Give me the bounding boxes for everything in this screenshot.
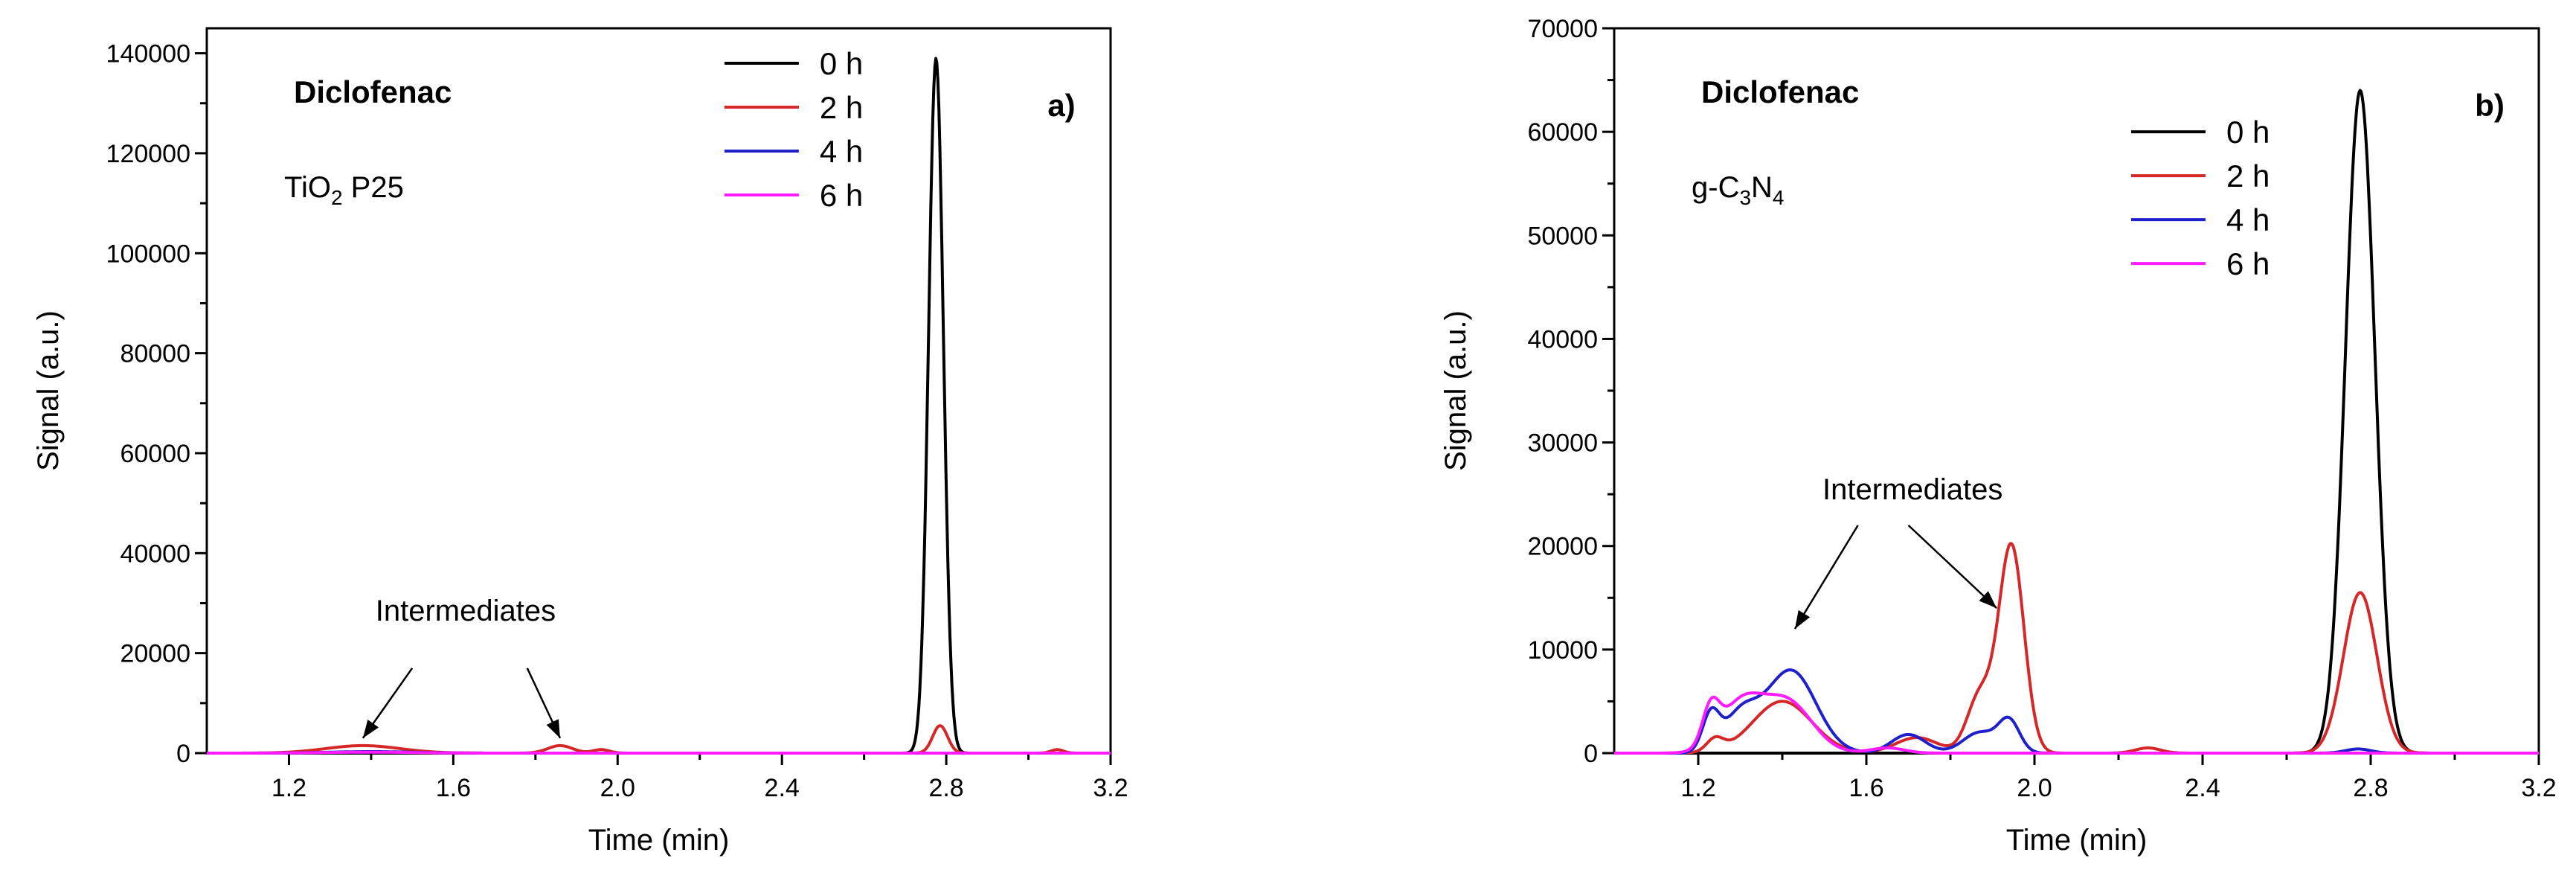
panel-b-catalyst-label: g-C3N4 [1692, 171, 1785, 209]
panel-a-catalyst-main: TiO [284, 171, 331, 204]
panel-a-x-tick-label: 1.6 [436, 774, 471, 802]
panel-a-catalyst-subscript: 2 [331, 186, 343, 209]
panel-a-y-tick-label: 60000 [120, 440, 190, 468]
panel-b-series-line-6h [1613, 691, 2540, 755]
panel-b-y-tick-label: 30000 [1527, 429, 1598, 458]
panel-a-y-tick-label: 120000 [106, 140, 190, 168]
panel-b-arrow-head [1979, 591, 1997, 609]
panel-a-y-tick-label: 0 [176, 740, 190, 768]
panel-a-catalyst-rest: P25 [343, 171, 404, 204]
panel-a-x-tick-label: 2.8 [928, 774, 963, 802]
panel-b-annotation-intermediates: Intermediates [1822, 473, 2002, 506]
panel-a-x-tick-label: 3.2 [1093, 774, 1128, 802]
panel-b-y-tick-label: 60000 [1527, 118, 1598, 147]
panel-a-y-tick-label: 100000 [106, 240, 190, 268]
panel-b-x-tick-label: 2.8 [2353, 774, 2388, 802]
panel-b-y-tick-label: 40000 [1527, 325, 1598, 353]
panel-b-arrow-shaft [1793, 525, 1859, 630]
panel-a-y-axis-title: Signal (a.u.) [32, 310, 65, 471]
panel-a-x-tick-label: 2.4 [765, 774, 800, 802]
panel-a-panel-label: a) [1047, 88, 1075, 123]
panel-a-series-line-2h [206, 724, 1111, 755]
panel-b-legend-label: 4 h [2226, 202, 2270, 237]
panel-a-compound-label: Diclofenac [294, 74, 452, 109]
panel-a-x-tick-label: 2.0 [600, 774, 635, 802]
panel-b-y-tick-label: 20000 [1527, 533, 1598, 561]
panel-b-catalyst-main: g-C [1692, 171, 1739, 204]
panel-b-plot-frame [1613, 27, 2540, 755]
panel-b-y-axis-title: Signal (a.u.) [1439, 310, 1472, 471]
panel-a-annotation-intermediates: Intermediates [376, 595, 556, 627]
panel-a-plot-frame [205, 27, 1112, 755]
panel-b-legend-label: 0 h [2226, 115, 2270, 150]
panel-b-y-tick-label: 10000 [1527, 636, 1598, 665]
panel-a-y-tick-label: 40000 [120, 540, 190, 568]
panel-b-catalyst-subscript: 3 [1739, 186, 1751, 209]
panel-a-series-line-0h [206, 57, 1111, 755]
panel-a-y-tick-label: 80000 [120, 340, 190, 368]
panel-b-x-tick-label: 1.6 [1849, 774, 1883, 802]
panel-b-x-tick-label: 2.0 [2017, 774, 2052, 802]
panel-b-y-tick-label: 50000 [1527, 222, 1598, 250]
panel-a-legend-label: 0 h [820, 46, 863, 81]
panel-a-catalyst-label: TiO2 P25 [284, 171, 404, 209]
panel-b-catalyst-rest: N [1751, 171, 1773, 204]
panel-b-x-axis-title: Time (min) [2006, 824, 2148, 857]
panel-b-arrow-shaft [1907, 524, 1998, 609]
chart-panel-b: 1.2 1.6 2.0 2.4 2.8 3.2 0 10000 20000 30000 40000 5… [1439, 15, 2557, 857]
panel-a-series-line-6h [206, 750, 1111, 755]
panel-b-legend-label: 2 h [2226, 159, 2270, 193]
panel-a-x-axis-title: Time (min) [588, 824, 730, 857]
panel-b-legend-label: 6 h [2226, 246, 2270, 281]
panel-a-arrow-head [362, 720, 379, 738]
panel-a-arrow-head [546, 719, 560, 738]
panel-b-x-tick-label: 1.2 [1680, 774, 1715, 802]
panel-b-panel-label: b) [2475, 88, 2505, 123]
panel-a-y-tick-label: 140000 [106, 40, 190, 68]
panel-b-y-tick-label: 0 [1584, 740, 1598, 768]
panel-a-x-tick-label: 1.2 [272, 774, 306, 802]
panel-a-y-tick-label: 20000 [120, 640, 190, 668]
panel-a-legend-label: 6 h [820, 178, 863, 213]
panel-b-compound-label: Diclofenac [1701, 74, 1859, 109]
panel-b-arrow-head [1794, 609, 1811, 630]
panel-b-series-line-2h [1613, 542, 2540, 755]
panel-b-y-tick-label: 70000 [1527, 15, 1598, 43]
panel-b-x-tick-label: 2.4 [2185, 774, 2220, 802]
panel-a-legend-label: 4 h [820, 134, 863, 169]
panel-b-x-tick-label: 3.2 [2521, 774, 2556, 802]
panel-a-legend-label: 2 h [820, 90, 863, 125]
chart-panel-a: 1.2 1.6 2.0 2.4 2.8 3.2 0 20000 40000 60000 80000 1… [32, 27, 1128, 857]
panel-b-catalyst-subscript-2: 4 [1773, 186, 1785, 209]
